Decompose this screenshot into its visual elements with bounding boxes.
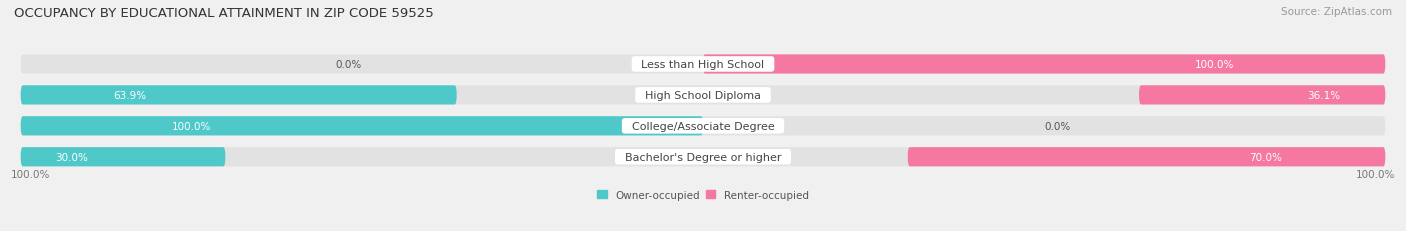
FancyBboxPatch shape <box>21 55 1385 74</box>
FancyBboxPatch shape <box>21 86 457 105</box>
Text: Less than High School: Less than High School <box>634 60 772 70</box>
Text: 100.0%: 100.0% <box>172 121 211 131</box>
Text: 0.0%: 0.0% <box>1045 121 1070 131</box>
FancyBboxPatch shape <box>21 117 703 136</box>
Text: 100.0%: 100.0% <box>10 169 49 179</box>
Text: 100.0%: 100.0% <box>1195 60 1234 70</box>
FancyBboxPatch shape <box>21 117 1385 136</box>
Text: OCCUPANCY BY EDUCATIONAL ATTAINMENT IN ZIP CODE 59525: OCCUPANCY BY EDUCATIONAL ATTAINMENT IN Z… <box>14 7 434 20</box>
Text: 100.0%: 100.0% <box>1357 169 1396 179</box>
Text: Source: ZipAtlas.com: Source: ZipAtlas.com <box>1281 7 1392 17</box>
Text: College/Associate Degree: College/Associate Degree <box>624 121 782 131</box>
Text: 36.1%: 36.1% <box>1308 91 1340 100</box>
Legend: Owner-occupied, Renter-occupied: Owner-occupied, Renter-occupied <box>598 190 808 200</box>
Text: 63.9%: 63.9% <box>112 91 146 100</box>
FancyBboxPatch shape <box>1139 86 1385 105</box>
Text: 30.0%: 30.0% <box>55 152 89 162</box>
FancyBboxPatch shape <box>21 86 1385 105</box>
FancyBboxPatch shape <box>21 148 225 167</box>
FancyBboxPatch shape <box>908 148 1385 167</box>
FancyBboxPatch shape <box>703 55 1385 74</box>
Text: High School Diploma: High School Diploma <box>638 91 768 100</box>
FancyBboxPatch shape <box>21 148 1385 167</box>
Text: 70.0%: 70.0% <box>1250 152 1282 162</box>
Text: Bachelor's Degree or higher: Bachelor's Degree or higher <box>617 152 789 162</box>
Text: 0.0%: 0.0% <box>336 60 361 70</box>
